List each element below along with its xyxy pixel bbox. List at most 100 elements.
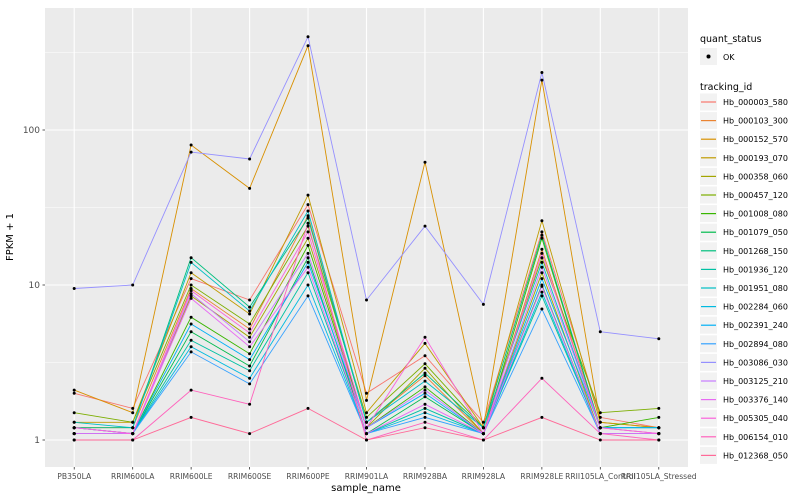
- data-point: [72, 426, 76, 430]
- legend-entry-label: Hb_001951_080: [723, 284, 788, 293]
- data-point: [248, 402, 252, 406]
- data-point: [540, 260, 544, 264]
- data-point: [189, 283, 193, 287]
- data-point: [540, 415, 544, 419]
- data-point: [306, 44, 310, 48]
- data-point: [248, 364, 252, 368]
- x-tick-label: RRIM600LE: [170, 472, 213, 481]
- data-point: [423, 341, 427, 345]
- data-point: [481, 426, 485, 430]
- data-point: [306, 256, 310, 260]
- data-point: [540, 247, 544, 251]
- legend-entry-label: Hb_000152_570: [723, 135, 788, 144]
- legend-entry-label: Hb_002284_060: [723, 303, 788, 312]
- data-point: [540, 376, 544, 380]
- data-point: [423, 415, 427, 419]
- legend-entry-label: Hb_003376_140: [723, 396, 788, 405]
- data-point: [423, 388, 427, 392]
- data-point: [189, 143, 193, 147]
- data-point: [189, 330, 193, 334]
- legend-entry-label: Hb_003125_210: [723, 377, 788, 386]
- data-point: [248, 432, 252, 436]
- data-point: [306, 260, 310, 264]
- data-point: [540, 233, 544, 237]
- data-point: [248, 298, 252, 302]
- legend-title-tracking-id: tracking_id: [700, 82, 752, 93]
- x-tick-label: RRIM928LE: [520, 472, 563, 481]
- data-point: [306, 283, 310, 287]
- data-point: [657, 415, 661, 419]
- data-point: [189, 150, 193, 154]
- data-point: [131, 426, 135, 430]
- data-point: [657, 337, 661, 341]
- data-point: [540, 236, 544, 240]
- data-point: [306, 243, 310, 247]
- legend-entry-label: Hb_002391_240: [723, 321, 788, 330]
- legend-entry-label: Hb_000193_070: [723, 154, 788, 163]
- legend-entry-label: Hb_000358_060: [723, 172, 788, 181]
- data-point: [481, 302, 485, 306]
- data-point: [189, 322, 193, 326]
- data-point: [423, 379, 427, 383]
- data-point: [423, 362, 427, 366]
- data-point: [598, 420, 602, 424]
- data-point: [540, 256, 544, 260]
- data-point: [306, 230, 310, 234]
- data-point: [248, 312, 252, 316]
- data-point: [365, 411, 368, 415]
- data-point: [365, 426, 368, 430]
- data-point: [365, 298, 368, 302]
- data-point: [248, 186, 252, 190]
- data-point: [657, 406, 661, 410]
- x-tick-label: RRIM600SE: [228, 472, 272, 481]
- legend: Hb_000003_580 Hb_000103_300 Hb_000152_570 H…: [700, 48, 788, 464]
- data-point: [189, 271, 193, 275]
- legend-entry-label: Hb_006154_010: [723, 433, 788, 442]
- data-point: [598, 438, 602, 442]
- data-point: [72, 388, 76, 392]
- data-point: [423, 406, 427, 410]
- axes: 1 10 100 PB350LA RRIM600LA RRIM600LE RRIM600SE…: [23, 126, 697, 481]
- data-point: [131, 432, 135, 436]
- data-point: [423, 385, 427, 389]
- data-point: [72, 432, 76, 436]
- data-point: [657, 426, 661, 430]
- data-point: [189, 315, 193, 319]
- data-point: [131, 283, 135, 287]
- data-point: [365, 420, 368, 424]
- data-point: [72, 411, 76, 415]
- data-point: [248, 376, 252, 380]
- legend-label-ok: OK: [723, 53, 735, 62]
- data-points: [72, 35, 661, 442]
- y-tick-label: 10: [29, 281, 41, 291]
- legend-entry-label: Hb_000003_580: [723, 98, 788, 107]
- data-point: [598, 432, 602, 436]
- data-point: [131, 420, 135, 424]
- data-point: [248, 340, 252, 344]
- x-tick-label: RRIM600LA: [111, 472, 155, 481]
- data-point: [365, 438, 368, 442]
- data-point: [657, 432, 661, 436]
- data-point: [72, 438, 76, 442]
- data-point: [306, 236, 310, 240]
- data-point: [189, 292, 193, 296]
- data-point: [423, 374, 427, 378]
- data-point: [598, 411, 602, 415]
- data-point: [423, 335, 427, 339]
- data-point: [248, 352, 252, 356]
- data-point: [306, 406, 310, 410]
- data-point: [423, 402, 427, 406]
- legend-entry-label: Hb_001268_150: [723, 247, 788, 256]
- data-point: [657, 438, 661, 442]
- data-point: [598, 415, 602, 419]
- x-axis-title: sample_name: [331, 483, 401, 494]
- data-point: [131, 406, 135, 410]
- x-tick-label: RRII105LA_Control: [565, 472, 635, 481]
- x-tick-label: PB350LA: [57, 472, 92, 481]
- data-point: [423, 371, 427, 375]
- data-point: [189, 277, 193, 281]
- data-point: [189, 294, 193, 298]
- data-point: [248, 322, 252, 326]
- data-point: [189, 415, 193, 419]
- data-point: [481, 420, 485, 424]
